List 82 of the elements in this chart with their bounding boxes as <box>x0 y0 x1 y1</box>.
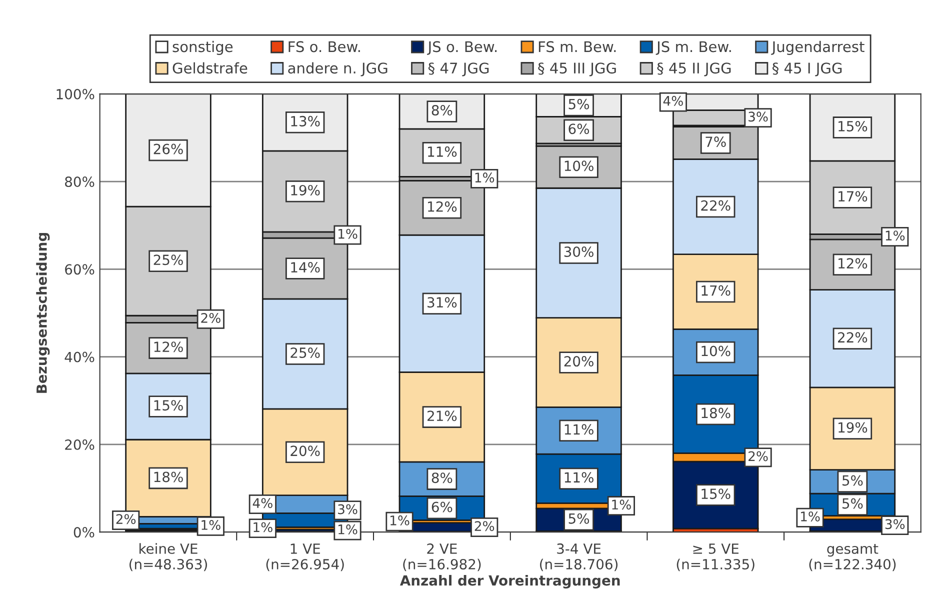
data-label: 1% <box>390 515 410 526</box>
data-label: 5% <box>842 475 863 486</box>
data-label: 3% <box>885 519 905 530</box>
y-tick-label: 40% <box>64 352 94 362</box>
legend-label: JS m. Bew. <box>656 41 731 55</box>
data-label: 12% <box>428 201 457 212</box>
data-label: 17% <box>838 191 868 202</box>
legend-label: FS m. Bew. <box>538 41 616 52</box>
data-label: 2% <box>201 312 220 323</box>
data-label: 12% <box>838 258 868 269</box>
data-label: 1% <box>612 500 631 510</box>
data-label: 19% <box>291 184 320 196</box>
data-label: 18% <box>702 408 730 418</box>
data-label: 25% <box>154 254 183 266</box>
x-tick-label: keine VE (n=48.363) <box>130 543 207 572</box>
data-label: 1% <box>801 511 820 522</box>
data-label: 15% <box>702 488 730 500</box>
data-label: 18% <box>154 472 183 482</box>
data-label: 17% <box>702 285 730 296</box>
x-axis-title: Anzahl der Voreintragungen <box>400 574 620 588</box>
data-label: 1% <box>338 524 358 534</box>
data-label: 4% <box>663 96 683 106</box>
data-label: 8% <box>432 472 452 484</box>
data-label: 2% <box>748 451 768 462</box>
data-label: 31% <box>428 297 457 308</box>
data-label: 3% <box>338 504 358 514</box>
data-label: 5% <box>568 98 590 110</box>
x-tick-label: gesamt (n=122.340) <box>809 544 896 572</box>
data-label: 1% <box>886 230 905 241</box>
data-label: 15% <box>154 400 183 411</box>
data-label: 10% <box>564 160 594 172</box>
data-label: 25% <box>290 347 320 358</box>
data-label: 1% <box>338 228 358 239</box>
data-label: 21% <box>428 410 457 422</box>
y-tick-label: 80% <box>65 176 94 188</box>
data-label: 6% <box>432 502 452 512</box>
data-label: 5% <box>842 498 863 509</box>
x-tick-label: 1 VE (n=26.954) <box>266 544 344 572</box>
data-label: 26% <box>154 144 183 154</box>
data-label: 19% <box>838 422 868 433</box>
data-label: 4% <box>252 498 272 508</box>
data-label: 11% <box>564 424 594 435</box>
data-label: 6% <box>568 124 590 134</box>
data-label: 5% <box>568 513 590 524</box>
legend-label: § 47 JGG <box>428 62 489 76</box>
data-label: 11% <box>428 146 457 157</box>
y-tick-label: 100% <box>56 88 94 100</box>
data-label: 20% <box>564 356 594 367</box>
legend-label: § 45 III JGG <box>538 62 616 76</box>
legend-label: FS o. Bew. <box>288 41 360 52</box>
legend-label: sonstige <box>172 40 233 56</box>
y-tick-label: 20% <box>65 439 94 450</box>
data-label: 8% <box>432 104 452 116</box>
y-axis-title: Bezugsentscheidung <box>36 232 50 393</box>
legend-label: Jugendarrest <box>771 40 864 56</box>
legend-label: Geldstrafe <box>172 62 248 74</box>
x-tick-label: 2 VE (n=16.982) <box>403 543 481 572</box>
data-label: 7% <box>706 136 726 148</box>
data-label: 10% <box>702 346 730 356</box>
data-label: 15% <box>838 120 868 132</box>
data-label: 2% <box>474 521 494 532</box>
data-label: 14% <box>291 262 320 273</box>
data-label: 12% <box>154 342 183 352</box>
legend-label: § 45 I JGG <box>772 62 842 76</box>
legend-label: JS o. Bew. <box>427 41 497 55</box>
x-tick-label: ≥ 5 VE (n=11.335) <box>676 544 754 572</box>
data-label: 1% <box>254 522 272 532</box>
y-tick-label: 60% <box>65 264 94 275</box>
x-tick-label: 3-4 VE (n=18.706) <box>540 543 618 572</box>
data-label: 20% <box>290 446 320 456</box>
data-label: 22% <box>701 200 730 211</box>
data-label: 11% <box>564 472 594 483</box>
data-label: 1% <box>475 172 494 183</box>
legend-label: andere n. JGG <box>288 62 388 76</box>
data-label: 3% <box>748 112 768 122</box>
y-tick-label: 0% <box>74 527 94 538</box>
data-label: 13% <box>291 116 320 126</box>
data-label: 30% <box>564 246 594 258</box>
data-label: 22% <box>838 332 868 343</box>
data-label: 1% <box>202 520 220 530</box>
data-label: 2% <box>116 514 136 524</box>
legend-label: § 45 II JGG <box>657 62 731 76</box>
